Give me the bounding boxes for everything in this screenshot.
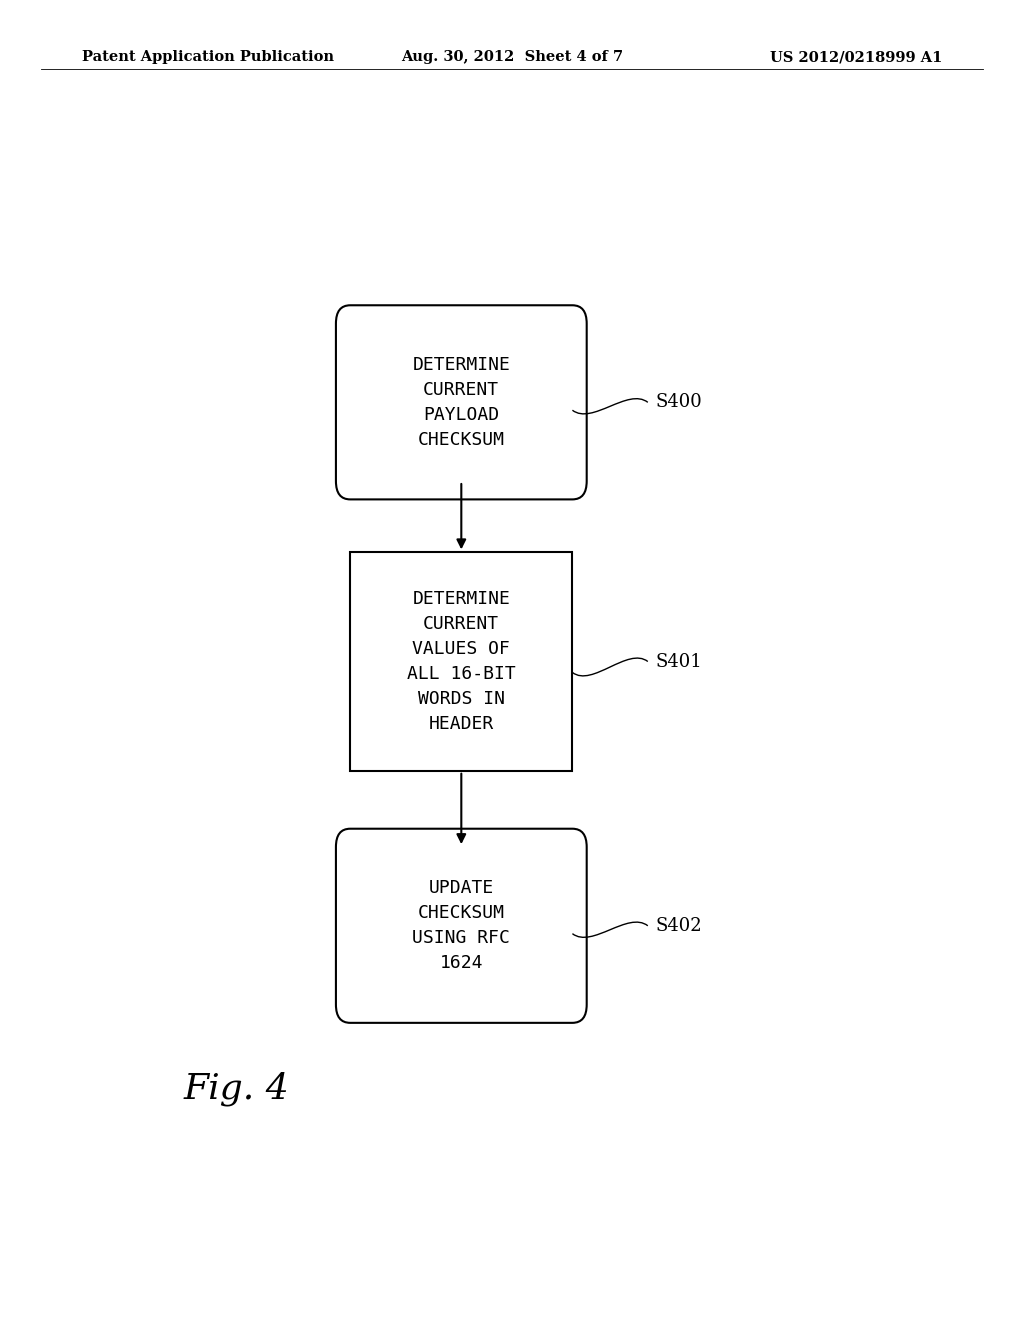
Text: DETERMINE
CURRENT
VALUES OF
ALL 16-BIT
WORDS IN
HEADER: DETERMINE CURRENT VALUES OF ALL 16-BIT W… bbox=[407, 590, 516, 733]
FancyBboxPatch shape bbox=[350, 552, 572, 771]
Text: UPDATE
CHECKSUM
USING RFC
1624: UPDATE CHECKSUM USING RFC 1624 bbox=[413, 879, 510, 973]
Text: S400: S400 bbox=[655, 393, 702, 412]
FancyBboxPatch shape bbox=[336, 305, 587, 499]
Text: Aug. 30, 2012  Sheet 4 of 7: Aug. 30, 2012 Sheet 4 of 7 bbox=[401, 50, 623, 65]
Text: S402: S402 bbox=[655, 917, 702, 935]
Text: DETERMINE
CURRENT
PAYLOAD
CHECKSUM: DETERMINE CURRENT PAYLOAD CHECKSUM bbox=[413, 356, 510, 449]
FancyBboxPatch shape bbox=[336, 829, 587, 1023]
Text: Patent Application Publication: Patent Application Publication bbox=[82, 50, 334, 65]
Text: Fig. 4: Fig. 4 bbox=[183, 1071, 290, 1106]
Text: S401: S401 bbox=[655, 652, 702, 671]
Text: US 2012/0218999 A1: US 2012/0218999 A1 bbox=[770, 50, 942, 65]
